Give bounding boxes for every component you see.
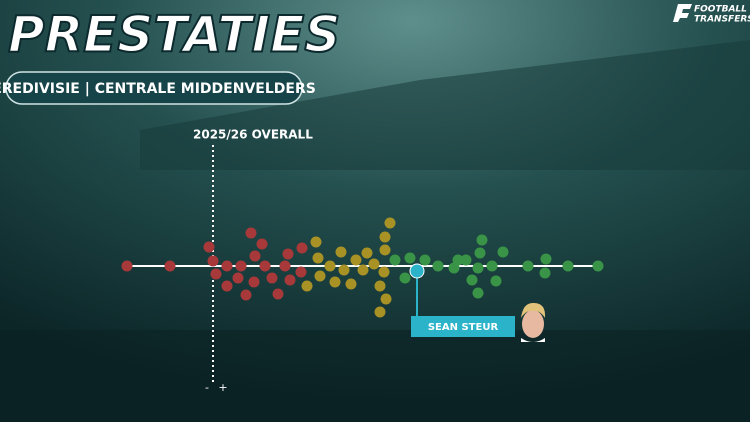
player-dot-other: [384, 217, 396, 229]
player-dot-other: [210, 268, 222, 280]
player-dot-other: [249, 250, 261, 262]
player-dot-other: [399, 272, 411, 284]
player-dot-other: [203, 241, 215, 253]
player-dot-other: [374, 280, 386, 292]
player-dot-other: [338, 264, 350, 276]
player-dot-other: [474, 247, 486, 259]
player-dot-other: [472, 287, 484, 299]
player-dot-other: [295, 266, 307, 278]
player-dot-other: [539, 267, 551, 279]
logo-line2: TRANSFERS: [694, 15, 750, 25]
player-dot-other: [378, 266, 390, 278]
high-label: +: [218, 381, 227, 394]
subtitle: EREDIVISIE | CENTRALE MIDDENVELDERS: [0, 81, 316, 97]
player-dot-other: [472, 262, 484, 274]
player-dot-other: [314, 270, 326, 282]
player-dot-other: [221, 260, 233, 272]
player-photo: [521, 302, 546, 342]
subtitle-pill: [5, 71, 303, 105]
player-dot-other: [272, 288, 284, 300]
player-dot-other: [279, 260, 291, 272]
player-dot-other: [296, 242, 308, 254]
player-dot-other: [374, 306, 386, 318]
player-dot-other: [259, 260, 271, 272]
player-dot-other: [301, 280, 313, 292]
player-dot-other: [245, 227, 257, 239]
player-dot-other: [345, 278, 357, 290]
player-dot-other: [312, 252, 324, 264]
player-dot-other: [540, 253, 552, 265]
player-dot-other: [350, 254, 362, 266]
pitch-shade: [0, 330, 750, 422]
player-dot: [409, 263, 425, 279]
player-dot-other: [240, 289, 252, 301]
player-dot-other: [460, 254, 472, 266]
player-dot-other: [310, 236, 322, 248]
player-dot-other: [121, 260, 133, 272]
player-dot-other: [466, 274, 478, 286]
player-dot-other: [404, 252, 416, 264]
player-dot-other: [361, 247, 373, 259]
player-dot-other: [592, 260, 604, 272]
player-dot-other: [562, 260, 574, 272]
player-dot-other: [221, 280, 233, 292]
player-dot-other: [329, 276, 341, 288]
logo-line1: FOOTBALL: [694, 5, 747, 15]
player-name: SEAN STEUR: [428, 322, 499, 333]
player-dot-other: [235, 260, 247, 272]
low-label: -: [205, 381, 209, 394]
player-dot-other: [452, 254, 464, 266]
player-dot-other: [476, 234, 488, 246]
player-dot-other: [486, 260, 498, 272]
player-dot-other: [379, 244, 391, 256]
player-dot-other: [490, 275, 502, 287]
season-label: 2025/26 OVERALL: [193, 128, 313, 142]
player-dot-other: [266, 272, 278, 284]
player-dot-other: [232, 272, 244, 284]
player-dot-other: [389, 254, 401, 266]
stadium-roof: [140, 40, 750, 170]
player-dot-other: [432, 260, 444, 272]
title: PRESTATIES: [8, 6, 340, 64]
player-dot-other: [368, 258, 380, 270]
player-dot-other: [324, 260, 336, 272]
player-dot-other: [379, 231, 391, 243]
player-dot-other: [380, 293, 392, 305]
player-dot-other: [522, 260, 534, 272]
player-dot-other: [357, 264, 369, 276]
player-box: [411, 316, 515, 337]
dots: [121, 217, 604, 318]
player-dot-other: [282, 248, 294, 260]
player-dot-other: [164, 260, 176, 272]
player-dot-other: [207, 255, 219, 267]
player-dot-other: [284, 274, 296, 286]
player-dot-other: [335, 246, 347, 258]
player-dot-other: [256, 238, 268, 250]
logo-icon: [673, 4, 692, 22]
player-dot-other: [419, 254, 431, 266]
player-dot-other: [497, 246, 509, 258]
player-dot-other: [248, 276, 260, 288]
